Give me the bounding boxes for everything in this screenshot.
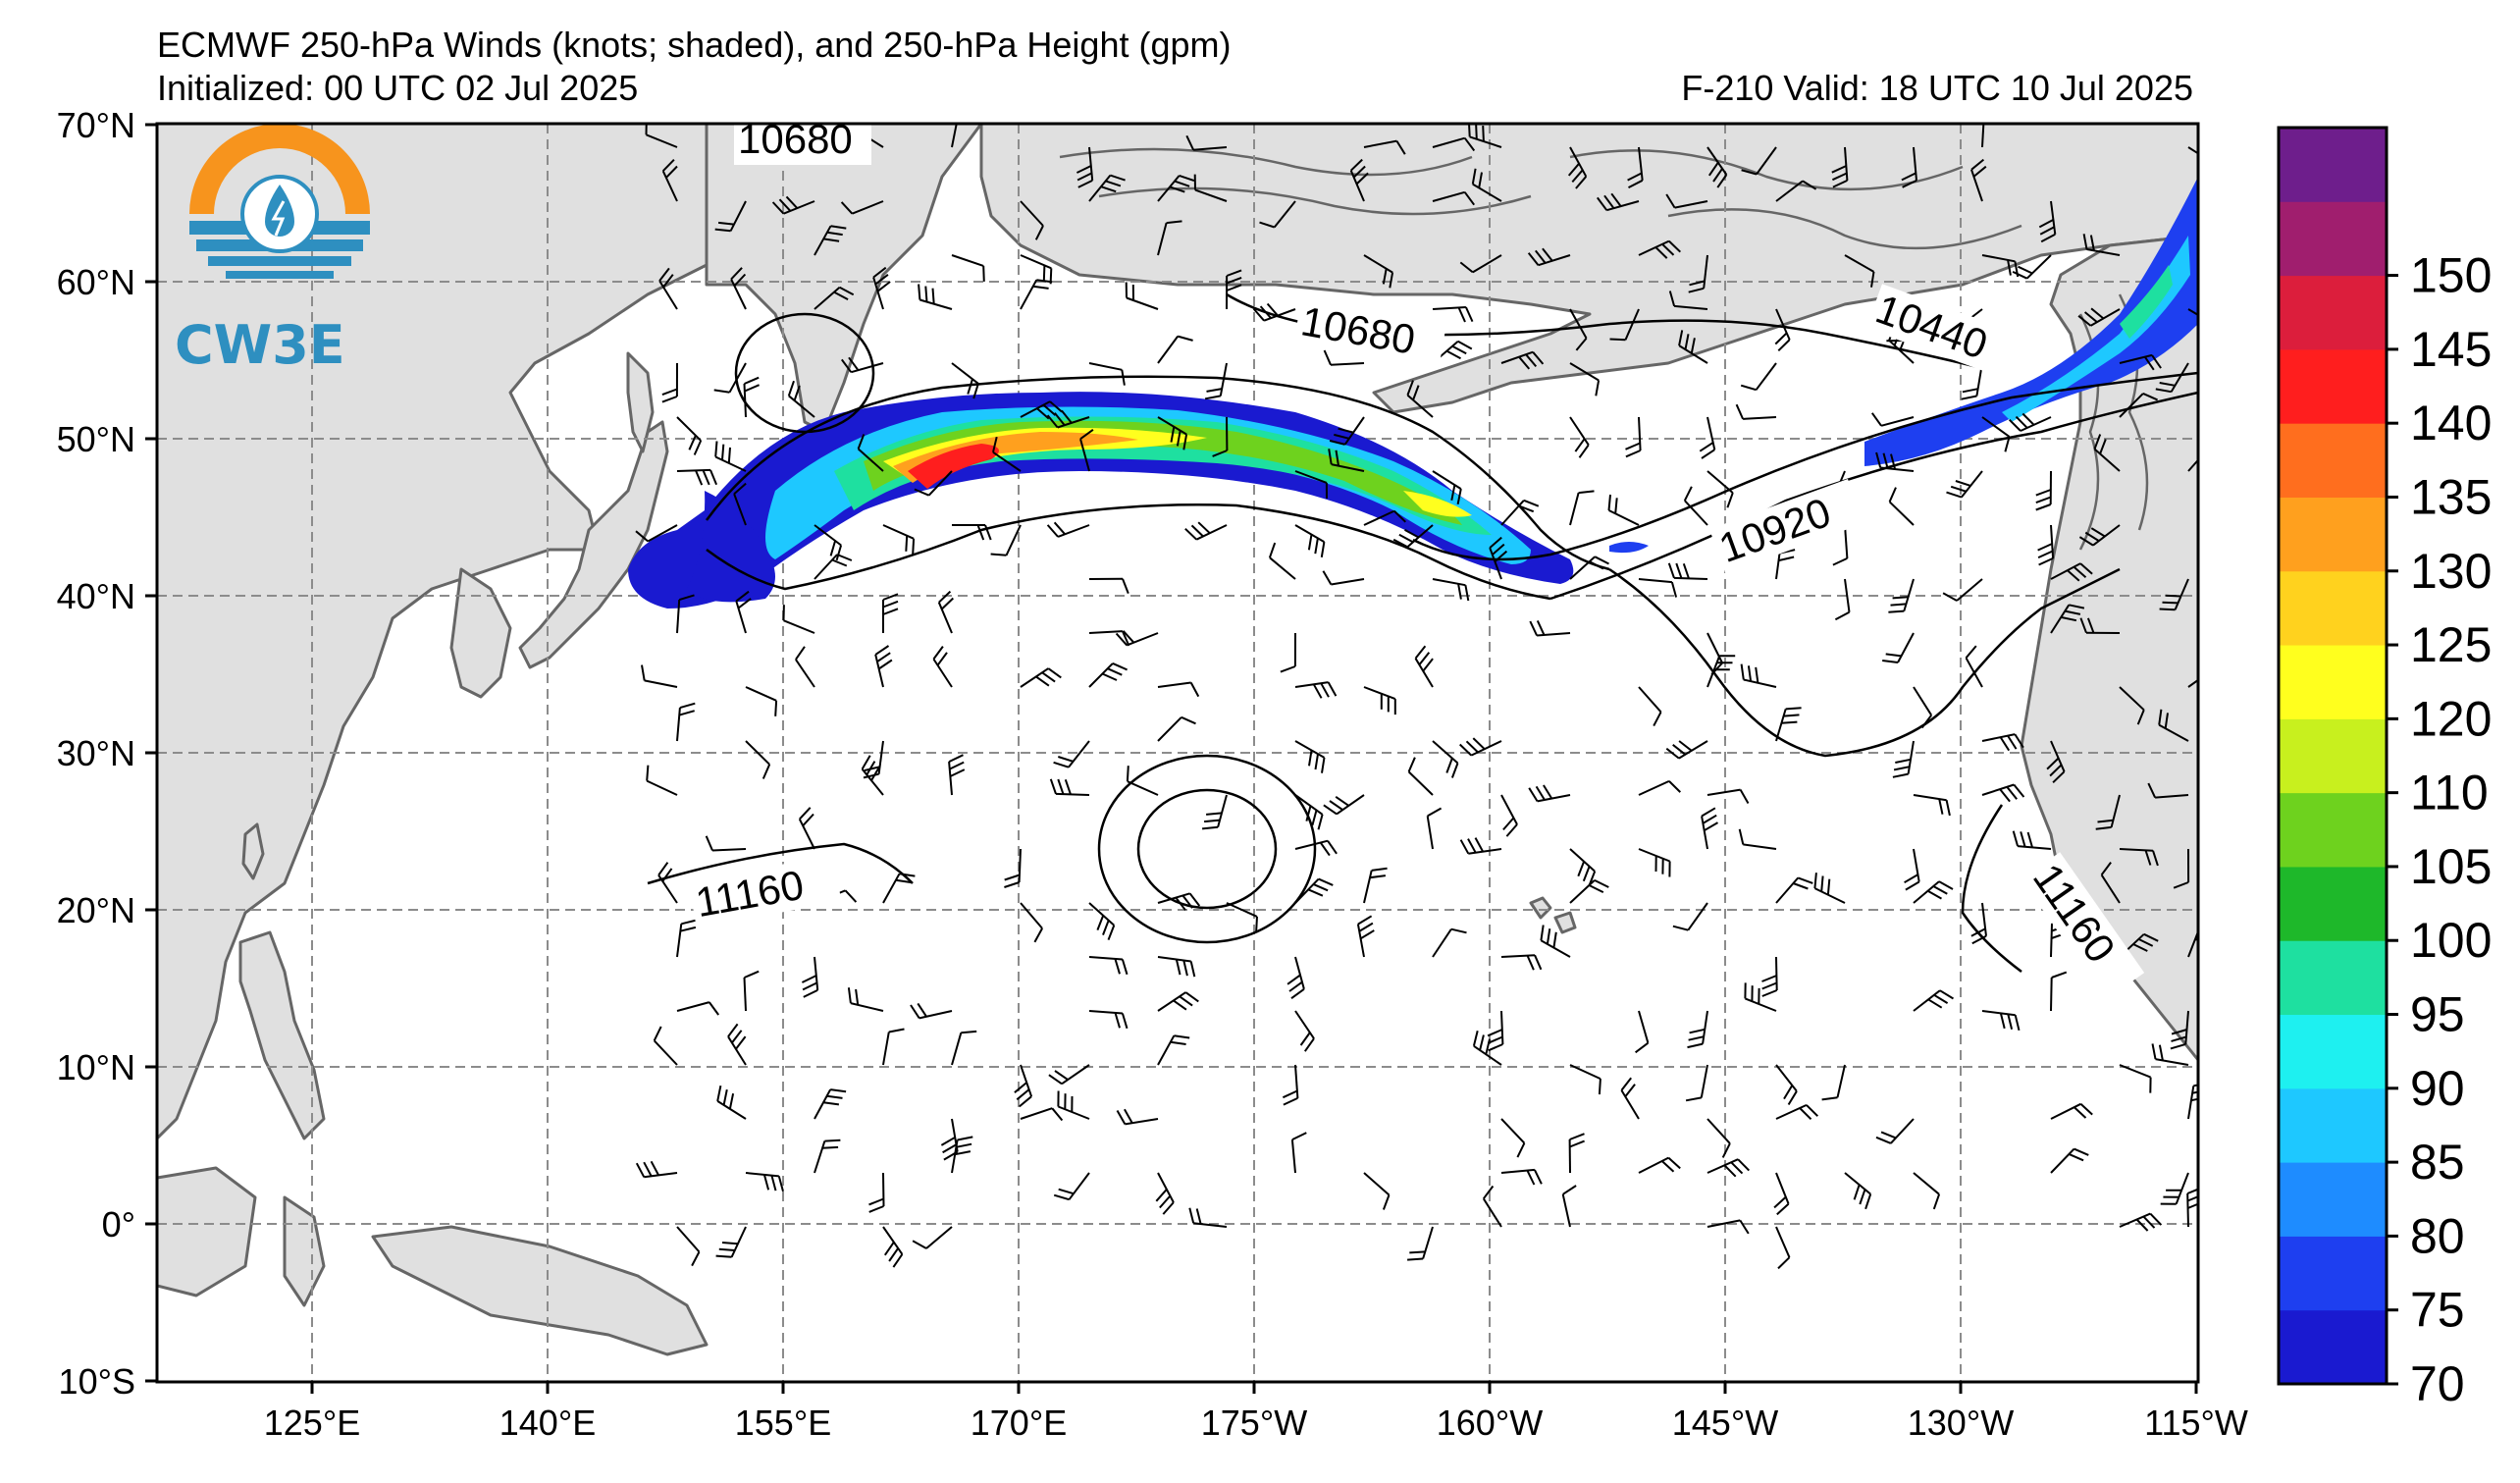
colorbar-bin <box>2279 645 2387 719</box>
colorbar-bin <box>2279 1087 2387 1163</box>
map-area: 10680 10680 10440 10920 11160 11160 <box>157 116 2198 1382</box>
contour-label-10680-top: 10680 <box>738 116 853 162</box>
lon-label: 115°W <box>2144 1403 2248 1443</box>
colorbar-bin <box>2279 201 2387 277</box>
map-title: ECMWF 250-hPa Winds (knots; shaded), and… <box>157 25 1232 65</box>
jet-ne-pacific-95 <box>2120 265 2173 339</box>
colorbar-label: 90 <box>2410 1061 2465 1116</box>
colorbar-label: 95 <box>2410 987 2465 1042</box>
hawaii <box>1529 896 1552 920</box>
colorbar-bin <box>2279 348 2387 424</box>
colorbar-bin <box>2279 497 2387 572</box>
lat-label: 0° <box>102 1204 135 1245</box>
colorbar-bin <box>2279 423 2387 498</box>
latitude-labels: 70°N 60°N 50°N 40°N 30°N 20°N 10°N 0° 10… <box>57 105 135 1402</box>
lat-label: 10°N <box>57 1047 135 1087</box>
jet-ne-pacific-85 <box>2002 236 2190 422</box>
jet-120kt <box>893 432 1138 483</box>
water-drop-sun-icon <box>189 124 370 214</box>
colorbar-label: 135 <box>2410 469 2492 524</box>
colorbar-bin <box>2279 866 2387 941</box>
philippines <box>238 930 326 1140</box>
lon-label: 170°E <box>971 1403 1067 1443</box>
colorbar-label: 85 <box>2410 1135 2465 1190</box>
jet-135kt <box>908 444 999 489</box>
colorbar-label: 80 <box>2410 1208 2465 1263</box>
taiwan <box>241 822 265 880</box>
land-areas <box>157 124 2198 1356</box>
valid-time: F-210 Valid: 18 UTC 10 Jul 2025 <box>1681 68 2193 108</box>
longitude-labels: 125°E 140°E 155°E 170°E 175°W 160°W 145°… <box>264 1403 2248 1443</box>
wind-barbs <box>635 124 2198 1270</box>
lat-label: 10°S <box>59 1361 135 1402</box>
colorbar-label: 75 <box>2410 1283 2465 1338</box>
sakhalin <box>626 351 655 453</box>
lon-label: 125°E <box>264 1403 360 1443</box>
colorbar-bin <box>2279 718 2387 794</box>
asia-mainland <box>157 124 709 1140</box>
new-guinea <box>371 1225 709 1356</box>
colorbar-label: 100 <box>2410 913 2492 968</box>
lon-label: 155°E <box>735 1403 831 1443</box>
lat-label: 60°N <box>57 262 135 302</box>
lon-label: 160°W <box>1437 1403 1543 1443</box>
colorbar-label: 130 <box>2410 544 2492 599</box>
colorbar-bin <box>2279 1162 2387 1237</box>
lat-label: 70°N <box>57 105 135 145</box>
colorbar-label: 140 <box>2410 396 2492 450</box>
korea <box>449 567 512 699</box>
colorbar-label: 120 <box>2410 691 2492 746</box>
axis-ticks <box>145 123 2198 1394</box>
colorbar-label: 105 <box>2410 839 2492 894</box>
label-bg <box>734 124 871 165</box>
kamchatka <box>705 124 983 434</box>
colorbar-label: 145 <box>2410 322 2492 377</box>
jet-east-yellow <box>1403 491 1472 517</box>
colorbar-bin <box>2279 1309 2387 1385</box>
borneo <box>157 1166 257 1298</box>
jet-small-blob <box>1609 542 1649 554</box>
colorbar-bin <box>2279 128 2387 202</box>
colorbar-bin <box>2279 792 2387 868</box>
initialized-time: Initialized: 00 UTC 02 Jul 2025 <box>157 68 639 108</box>
lon-label: 145°W <box>1672 1403 1778 1443</box>
lat-label: 40°N <box>57 576 135 616</box>
lon-label: 130°W <box>1908 1403 2014 1443</box>
lat-label: 50°N <box>57 419 135 459</box>
colorbar-label: 70 <box>2410 1356 2465 1411</box>
lon-label: 175°W <box>1201 1403 1307 1443</box>
colorbar-bin <box>2279 570 2387 646</box>
colorbar-bin <box>2279 1236 2387 1311</box>
lat-label: 20°N <box>57 890 135 930</box>
colorbar-bin <box>2279 940 2387 1016</box>
logo-text: CW3E <box>175 314 345 376</box>
colorbar: 70 75 80 85 90 95 100 105 110 120 125 130 135 140 145 1… <box>2277 126 2492 1411</box>
colorbar-label: 125 <box>2410 617 2492 672</box>
colorbar-label: 110 <box>2410 766 2489 821</box>
colorbar-label: 150 <box>2410 248 2492 303</box>
hawaii-big <box>1553 911 1577 934</box>
lon-label: 140°E <box>499 1403 596 1443</box>
lat-label: 30°N <box>57 733 135 773</box>
colorbar-bin <box>2279 1014 2387 1089</box>
cw3e-logo: CW3E <box>175 124 370 376</box>
colorbar-bin <box>2279 275 2387 350</box>
